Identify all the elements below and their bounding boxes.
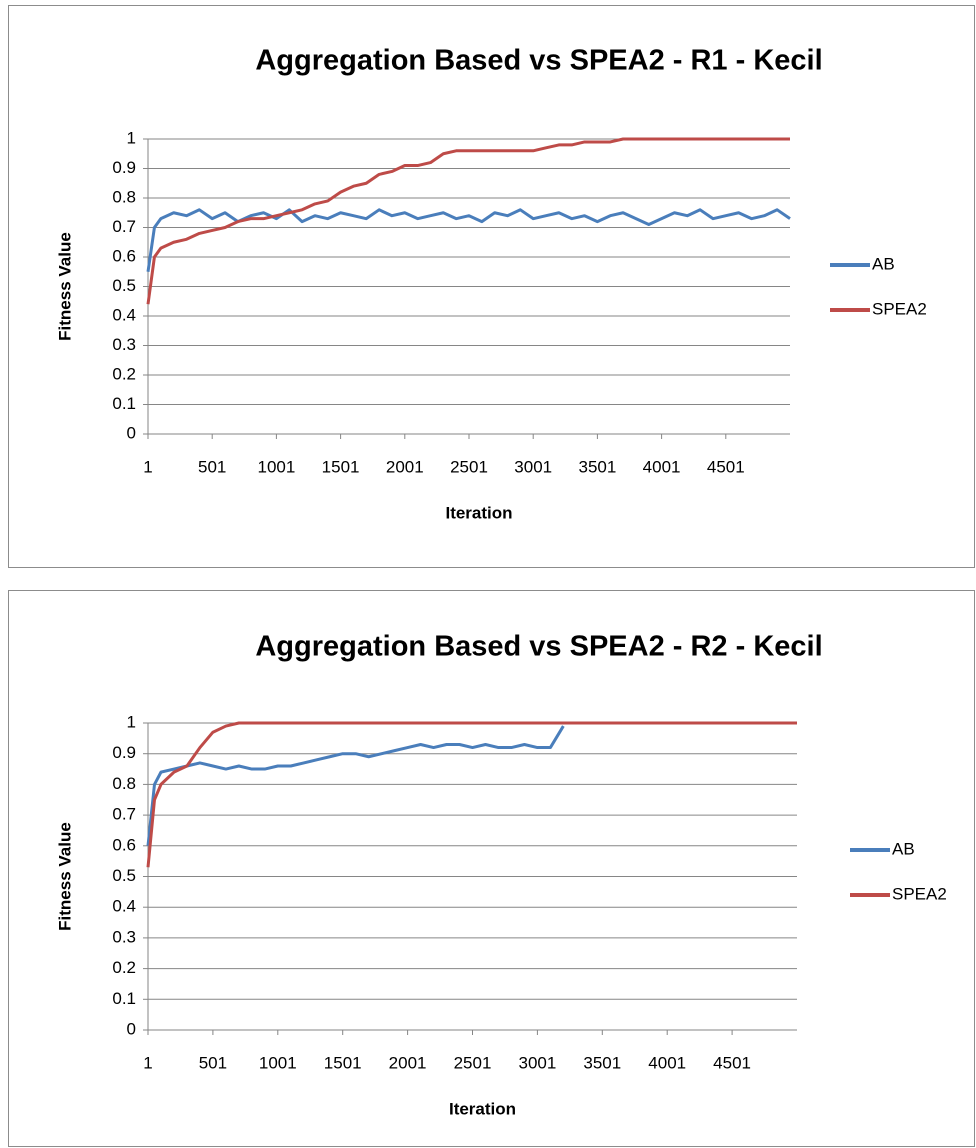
chart-page: Aggregation Based vs SPEA2 - R1 - Kecil 0…: [0, 0, 976, 1148]
x-tick-label: 2001: [386, 457, 424, 476]
x-tick-label: 3001: [518, 1053, 556, 1072]
legend-label: SPEA2: [892, 884, 947, 903]
y-tick-label: 1: [127, 712, 136, 731]
y-tick-label: 0.4: [112, 305, 136, 324]
y-tick-label: 0.2: [112, 958, 136, 977]
x-tick-label: 501: [198, 457, 226, 476]
x-tick-label: 1: [143, 457, 152, 476]
y-tick-label: 0.7: [112, 217, 136, 236]
x-tick-label: 2501: [454, 1053, 492, 1072]
x-tick-label: 3501: [583, 1053, 621, 1072]
y-tick-label: 0.3: [112, 335, 136, 354]
x-tick-label: 1001: [259, 1053, 297, 1072]
legend-label: SPEA2: [872, 299, 927, 318]
x-axis-title: Iteration: [449, 1099, 516, 1118]
y-tick-label: 0.9: [112, 158, 136, 177]
y-tick-label: 0: [127, 423, 136, 442]
y-tick-label: 0.7: [112, 805, 136, 824]
y-tick-label: 0.9: [112, 743, 136, 762]
chart-title: Aggregation Based vs SPEA2 - R1 - Kecil: [255, 45, 822, 77]
x-axis-title: Iteration: [445, 503, 512, 522]
x-tick-label: 2001: [389, 1053, 427, 1072]
chart-frame: [9, 591, 975, 1147]
y-tick-label: 0.3: [112, 927, 136, 946]
x-tick-label: 1: [143, 1053, 152, 1072]
y-tick-label: 0.1: [112, 394, 136, 413]
y-tick-label: 1: [127, 128, 136, 147]
legend-label: AB: [872, 254, 895, 273]
y-axis-title: Fitness Value: [55, 822, 74, 931]
y-tick-label: 0.5: [112, 866, 136, 885]
y-tick-label: 0: [127, 1019, 136, 1038]
x-tick-label: 3001: [514, 457, 552, 476]
legend-label: AB: [892, 839, 915, 858]
x-tick-label: 1501: [324, 1053, 362, 1072]
y-tick-label: 0.6: [112, 246, 136, 265]
y-tick-label: 0.5: [112, 276, 136, 295]
x-tick-label: 2501: [450, 457, 488, 476]
x-tick-label: 1001: [257, 457, 295, 476]
x-tick-label: 501: [199, 1053, 227, 1072]
y-tick-label: 0.1: [112, 989, 136, 1008]
y-tick-label: 0.4: [112, 897, 136, 916]
x-tick-label: 1501: [322, 457, 360, 476]
y-tick-label: 0.8: [112, 187, 136, 206]
x-tick-label: 4001: [648, 1053, 686, 1072]
y-axis-title: Fitness Value: [55, 232, 74, 341]
x-tick-label: 4001: [643, 457, 681, 476]
y-tick-label: 0.6: [112, 835, 136, 854]
x-tick-label: 4501: [713, 1053, 751, 1072]
x-tick-label: 3501: [578, 457, 616, 476]
y-tick-label: 0.8: [112, 774, 136, 793]
x-tick-label: 4501: [707, 457, 745, 476]
chart-title: Aggregation Based vs SPEA2 - R2 - Kecil: [255, 631, 822, 663]
y-tick-label: 0.2: [112, 364, 136, 383]
